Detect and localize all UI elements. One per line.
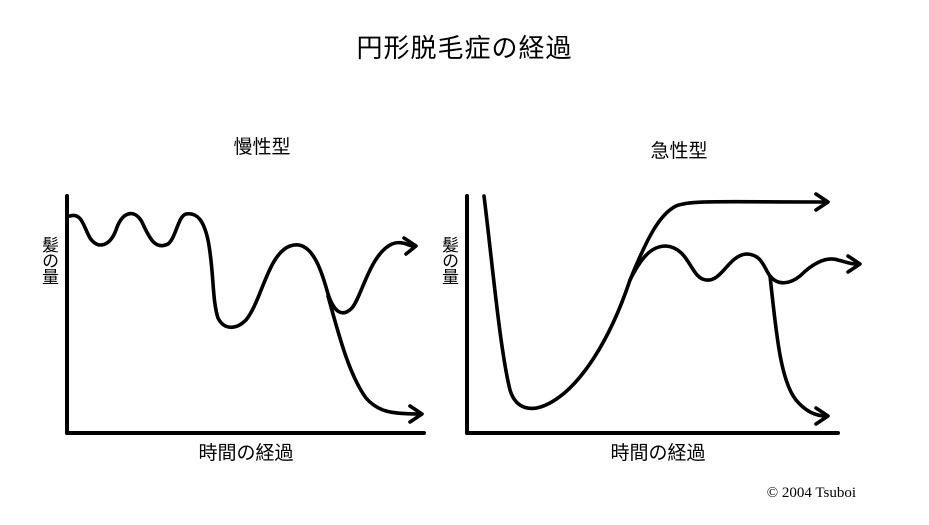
acute-y-axis-label: 髪の量	[438, 236, 458, 284]
chronic-worsening-arrowhead	[408, 404, 424, 424]
acute-panel-title: 急性型	[650, 140, 708, 162]
chronic-recovery-curve	[68, 211, 416, 330]
acute-worsening-curve	[768, 274, 828, 418]
chronic-y-axis-label: 髪の量	[38, 236, 58, 284]
chronic-panel	[65, 194, 426, 435]
acute-x-axis-label: 時間の経過	[610, 442, 706, 464]
acute-main-curve	[482, 194, 858, 411]
chronic-worsening-curve	[326, 294, 422, 416]
chronic-recovery-arrowhead	[402, 236, 418, 256]
chronic-x-axis-label: 時間の経過	[198, 442, 294, 464]
acute-stable-arrowhead	[846, 254, 862, 274]
diagram-title: 円形脱毛症の経過	[356, 34, 573, 64]
acute-panel	[465, 192, 862, 435]
acute-full-recovery-arrowhead	[814, 192, 830, 212]
acute-worsening-arrowhead	[814, 406, 830, 426]
chronic-panel-title: 慢性型	[233, 136, 291, 158]
copyright-notice: © 2004 Tsuboi	[766, 485, 856, 501]
acute-full-recovery-curve	[628, 199, 828, 282]
